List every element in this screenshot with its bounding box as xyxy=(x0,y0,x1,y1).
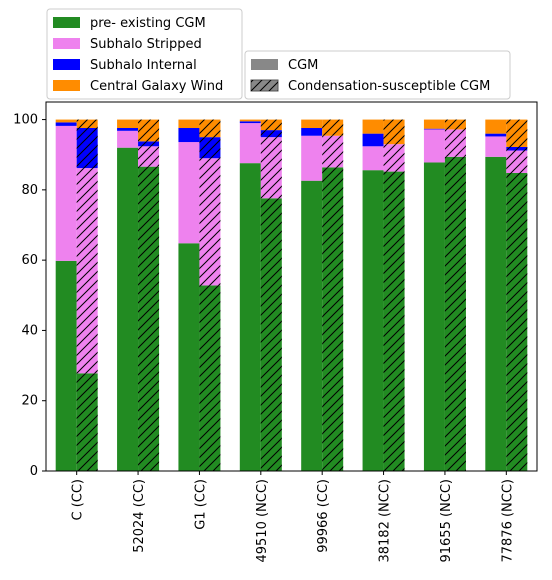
hatch-subhalo-stripped-7 xyxy=(506,150,528,173)
legend-label: CGM xyxy=(288,58,318,73)
legend-label: pre- existing CGM xyxy=(90,16,206,31)
bar-cgm-subhalo-stripped-0 xyxy=(55,125,77,261)
legend-box xyxy=(46,8,243,100)
hatch-central-galaxy-wind-4 xyxy=(322,119,344,136)
bar-cgm-subhalo-internal-3 xyxy=(239,121,261,124)
legend-label: Subhalo Internal xyxy=(90,58,197,73)
hatch-pre-existing-cgm-6 xyxy=(444,156,466,471)
hatch-subhalo-internal-1 xyxy=(138,141,160,147)
bar-cgm-subhalo-internal-1 xyxy=(117,128,139,131)
bar-cgm-central-galaxy-wind-4 xyxy=(301,119,323,129)
bar-cgm-pre-existing-cgm-2 xyxy=(178,243,200,471)
bar-cgm-subhalo-internal-7 xyxy=(485,133,507,137)
hatch-pre-existing-cgm-4 xyxy=(322,167,344,471)
bar-cgm-pre-existing-cgm-4 xyxy=(301,180,323,471)
x-tick-label: C (CC) xyxy=(71,479,86,521)
legend-sources: pre- existing CGM Subhalo Stripped Subhalo… xyxy=(46,8,243,100)
bar-cgm-pre-existing-cgm-5 xyxy=(362,170,384,472)
bar-cgm-subhalo-internal-5 xyxy=(362,133,384,147)
bar-cgm-subhalo-stripped-7 xyxy=(485,136,507,157)
x-tick-label: 52024 (CC) xyxy=(132,479,147,553)
legend-label: Central Galaxy Wind xyxy=(90,79,223,94)
hatch-pre-existing-cgm-7 xyxy=(506,172,528,471)
hatch-subhalo-internal-7 xyxy=(506,146,528,151)
hatch-central-galaxy-wind-1 xyxy=(138,119,160,142)
axes-frame xyxy=(45,101,538,472)
hatch-subhalo-internal-2 xyxy=(199,137,221,159)
hatch-subhalo-stripped-2 xyxy=(199,158,221,286)
hatch-subhalo-stripped-1 xyxy=(138,146,160,167)
y-tick-label: 100 xyxy=(13,113,38,128)
bar-cgm-subhalo-stripped-1 xyxy=(117,130,139,148)
y-tick-label: 20 xyxy=(21,394,38,409)
bar-cgm-subhalo-internal-6 xyxy=(423,128,445,130)
hatch-pre-existing-cgm-3 xyxy=(260,198,282,471)
y-tick-label: 60 xyxy=(21,253,38,268)
legend-label: Condensation-susceptible CGM xyxy=(288,79,490,94)
x-tick-label: 91655 (NCC) xyxy=(439,479,454,563)
hatch-subhalo-internal-3 xyxy=(260,130,282,138)
legend-hatch xyxy=(251,80,278,91)
hatch-subhalo-internal-0 xyxy=(76,128,98,169)
legend-swatch xyxy=(53,38,80,49)
hatch-central-galaxy-wind-5 xyxy=(383,119,405,145)
legend-gas-type: CGM Condensation-susceptible CGM xyxy=(244,50,511,100)
bar-cgm-pre-existing-cgm-3 xyxy=(239,163,261,472)
plot-area: 0 20 40 60 80 100 C (CC) 52024 (CC) G1 (CC) 49510… xyxy=(13,101,538,563)
bar-cgm-central-galaxy-wind-1 xyxy=(117,119,139,129)
hatch-subhalo-stripped-5 xyxy=(383,144,405,172)
hatch-pre-existing-cgm-5 xyxy=(383,171,405,471)
bar-cgm-subhalo-internal-0 xyxy=(55,122,77,126)
legend-swatch xyxy=(251,59,278,70)
bar-cgm-subhalo-stripped-5 xyxy=(362,146,384,171)
hatch-central-galaxy-wind-6 xyxy=(444,119,466,130)
hatch-central-galaxy-wind-3 xyxy=(260,119,282,131)
legend-swatch xyxy=(53,17,80,28)
hatch-subhalo-stripped-0 xyxy=(76,168,98,374)
bar-cgm-pre-existing-cgm-6 xyxy=(423,162,445,471)
legend-label: Subhalo Stripped xyxy=(90,37,202,52)
bar-cgm-pre-existing-cgm-1 xyxy=(117,147,139,471)
x-tick-label: 38182 (NCC) xyxy=(378,479,393,563)
bar-cgm-pre-existing-cgm-0 xyxy=(55,260,77,471)
x-tick-label: 49510 (NCC) xyxy=(255,479,270,563)
bar-cgm-subhalo-internal-2 xyxy=(178,128,200,143)
bar-cgm-subhalo-stripped-3 xyxy=(239,123,261,164)
hatch-pre-existing-cgm-1 xyxy=(138,166,160,472)
x-tick-label: 99966 (CC) xyxy=(316,479,331,553)
y-tick-label: 80 xyxy=(21,183,38,198)
bar-cgm-central-galaxy-wind-6 xyxy=(423,119,445,129)
bar-cgm-central-galaxy-wind-7 xyxy=(485,119,507,134)
hatch-pre-existing-cgm-0 xyxy=(76,373,98,471)
y-tick-label: 0 xyxy=(30,464,38,479)
hatch-subhalo-stripped-6 xyxy=(444,129,466,157)
bar-cgm-subhalo-stripped-4 xyxy=(301,135,323,181)
bar-cgm-pre-existing-cgm-7 xyxy=(485,156,507,471)
legend-swatch xyxy=(53,80,80,91)
bar-cgm-central-galaxy-wind-0 xyxy=(55,119,77,123)
hatch-pre-existing-cgm-2 xyxy=(199,285,221,471)
hatch-central-galaxy-wind-0 xyxy=(76,119,98,129)
bar-cgm-central-galaxy-wind-3 xyxy=(239,119,261,122)
hatch-subhalo-stripped-3 xyxy=(260,137,282,199)
hatch-central-galaxy-wind-2 xyxy=(199,119,221,138)
bar-cgm-central-galaxy-wind-5 xyxy=(362,119,384,134)
bar-cgm-subhalo-stripped-6 xyxy=(423,129,445,163)
y-tick-label: 40 xyxy=(21,323,38,338)
hatch-subhalo-stripped-4 xyxy=(322,135,344,168)
bar-cgm-subhalo-internal-4 xyxy=(301,128,323,136)
legend-box xyxy=(244,50,511,100)
bar-cgm-central-galaxy-wind-2 xyxy=(178,119,200,129)
x-tick-label: G1 (CC) xyxy=(193,479,208,530)
hatch-central-galaxy-wind-7 xyxy=(506,119,528,147)
x-tick-label: 77876 (NCC) xyxy=(500,479,515,563)
legend-swatch xyxy=(53,59,80,70)
bar-cgm-subhalo-stripped-2 xyxy=(178,142,200,244)
